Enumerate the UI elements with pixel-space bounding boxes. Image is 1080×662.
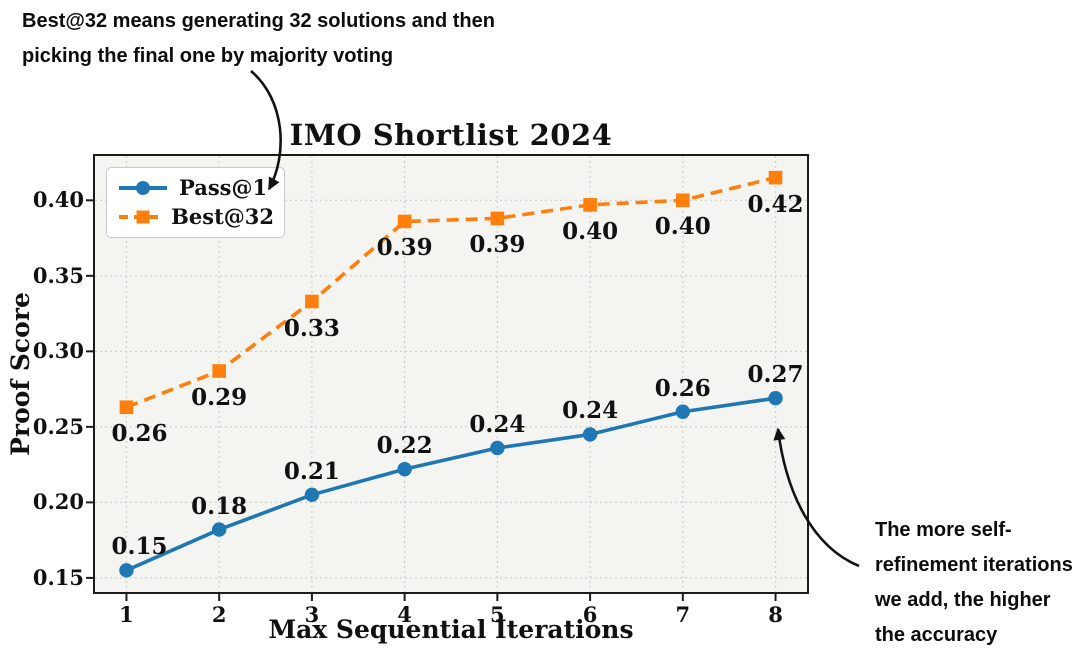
- legend-item-pass-1: Pass@1: [117, 173, 274, 202]
- value-label-pass-1: 0.18: [191, 492, 248, 520]
- legend: Pass@1 Best@32: [106, 167, 285, 238]
- legend-label: Pass@1: [179, 175, 268, 200]
- value-label-pass-1: 0.27: [747, 361, 804, 389]
- annotation-refinement-line4: the accuracy: [875, 624, 998, 646]
- value-label-best-32: 0.39: [469, 231, 526, 259]
- annotation-best32-line1: Best@32 means generating 32 solutions an…: [22, 10, 495, 32]
- x-tick-label: 4: [397, 602, 412, 627]
- x-tick-label: 7: [675, 602, 691, 627]
- value-label-best-32: 0.26: [111, 420, 168, 448]
- value-label-pass-1: 0.15: [111, 533, 168, 561]
- chart-title: IMO Shortlist 2024: [289, 118, 613, 152]
- x-tick-label: 3: [304, 602, 320, 627]
- x-tick-label: 8: [768, 602, 783, 627]
- y-axis-label: Proof Score: [6, 292, 35, 456]
- value-label-best-32: 0.29: [191, 383, 248, 411]
- annotation-best32: Best@32 means generating 32 solutions an…: [22, 4, 495, 74]
- y-tick-label: 0.35: [32, 262, 84, 288]
- value-label-pass-1: 0.24: [469, 411, 526, 438]
- value-label-best-32: 0.42: [747, 190, 804, 218]
- y-tick-label: 0.30: [32, 338, 84, 364]
- annotation-refinement-line3: we add, the higher: [875, 589, 1051, 611]
- value-label-pass-1: 0.26: [654, 374, 711, 402]
- legend-sample-circle-icon: [119, 180, 167, 195]
- x-tick-label: 5: [490, 602, 505, 627]
- value-label-best-32: 0.40: [654, 213, 711, 241]
- y-tick-label: 0.25: [32, 413, 84, 439]
- x-tick-label: 6: [582, 602, 598, 627]
- legend-sample-square-icon: [119, 210, 162, 223]
- y-tick-label: 0.20: [32, 489, 84, 515]
- x-axis-label: Max Sequential Iterations: [268, 615, 634, 644]
- x-tick-label: 2: [211, 602, 227, 627]
- y-tick-label: 0.15: [32, 564, 84, 590]
- annotation-refinement-line1: The more self-: [875, 519, 1012, 541]
- value-label-pass-1: 0.21: [283, 457, 340, 485]
- value-label-best-32: 0.40: [562, 217, 619, 245]
- annotation-refinement: The more self- refinement iterations we …: [875, 513, 1073, 653]
- value-label-best-32: 0.39: [376, 234, 433, 262]
- value-label-best-32: 0.33: [283, 314, 340, 342]
- annotation-refinement-line2: refinement iterations: [875, 554, 1073, 576]
- y-tick-label: 0.40: [32, 187, 84, 213]
- value-label-pass-1: 0.22: [376, 432, 433, 460]
- annotation-best32-line2: picking the final one by majority voting: [22, 45, 394, 67]
- legend-item-best-32: Best@32: [117, 202, 274, 231]
- x-tick-label: 1: [119, 602, 134, 627]
- value-label-pass-1: 0.24: [562, 397, 619, 425]
- legend-label: Best@32: [171, 204, 274, 229]
